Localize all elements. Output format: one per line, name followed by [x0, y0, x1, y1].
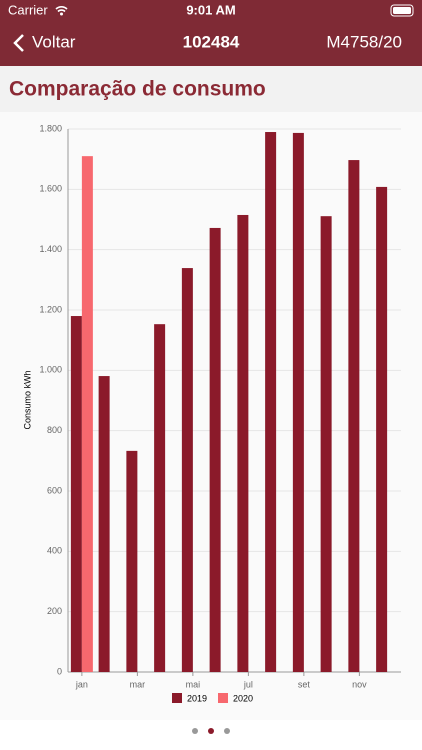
bar: [98, 376, 110, 672]
bar: [81, 156, 93, 672]
y-tick-label: 1.400: [39, 244, 62, 254]
wifi-dot: [60, 12, 63, 16]
bar: [154, 324, 166, 672]
back-button[interactable]: Voltar: [32, 32, 76, 51]
bar: [292, 132, 304, 673]
time: 9:01 AM: [186, 2, 235, 17]
x-tick-label: mai: [186, 679, 201, 689]
y-tick-label: 800: [47, 425, 62, 435]
x-tick-label: jan: [75, 679, 88, 689]
battery-level: [393, 7, 411, 14]
legend-swatch: [218, 693, 228, 703]
bar: [237, 214, 249, 672]
carrier: Carrier: [8, 2, 48, 17]
y-tick-label: 600: [47, 485, 62, 495]
y-tick-label: 400: [47, 546, 62, 556]
section-bg: [0, 66, 422, 112]
legend-label: 2020: [233, 693, 253, 703]
bar: [348, 160, 360, 673]
bar: [181, 268, 193, 672]
nav-right: M4758/20: [326, 32, 402, 51]
legend-swatch: [172, 693, 182, 703]
bar: [209, 227, 221, 673]
x-tick-label: jul: [243, 679, 253, 689]
battery: [390, 4, 414, 17]
bar: [70, 316, 82, 672]
y-axis-label: Consumo kWh: [22, 370, 32, 429]
bar: [320, 216, 332, 672]
y-tick-label: 1.600: [39, 184, 62, 194]
y-tick-label: 0: [57, 666, 62, 676]
x-tick-label: set: [298, 679, 311, 689]
y-tick-label: 200: [47, 606, 62, 616]
x-tick-label: nov: [352, 679, 367, 689]
y-tick-label: 1.200: [39, 304, 62, 314]
nav-title: 102484: [183, 32, 240, 51]
page-dot[interactable]: [192, 728, 198, 734]
y-tick-label: 1.000: [39, 365, 62, 375]
y-tick-label: 1.800: [39, 123, 62, 133]
x-tick-label: mar: [130, 679, 146, 689]
page-dot[interactable]: [224, 728, 230, 734]
wifi-icon: [55, 6, 68, 13]
bar: [265, 132, 277, 672]
section-title: Comparação de consumo: [9, 78, 266, 101]
bar: [126, 450, 138, 672]
header-bg: [0, 0, 422, 66]
page-dot-active[interactable]: [208, 728, 214, 734]
legend-label: 2019: [187, 693, 207, 703]
back-chevron[interactable]: [13, 34, 24, 52]
chart: 0 200 400 600 800 1.000 1.200 1.400 1.600 1.800 Co…: [22, 123, 401, 703]
bar: [376, 186, 388, 673]
